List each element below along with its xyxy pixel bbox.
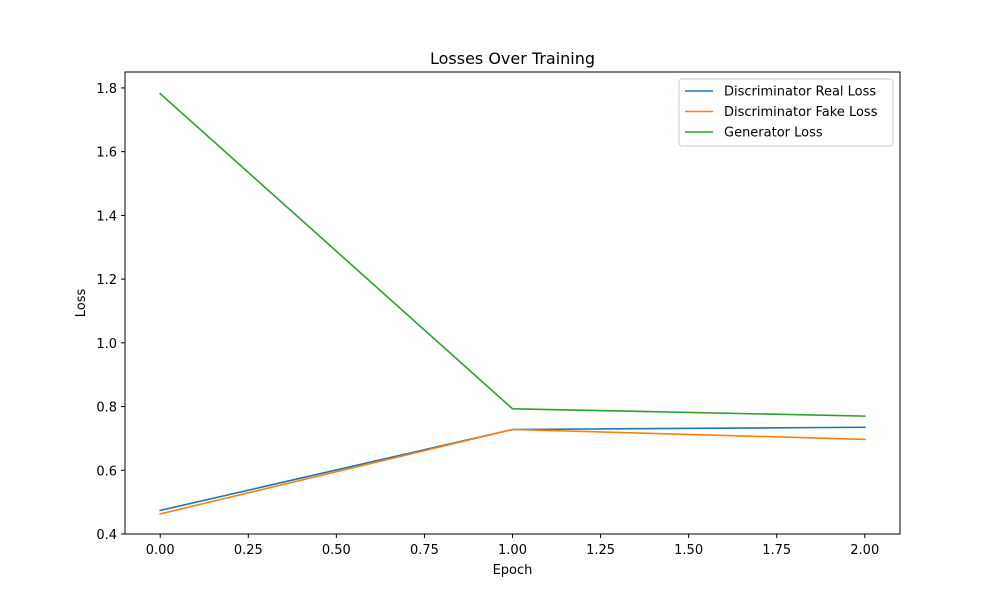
x-tick-label: 1.00 [498, 543, 527, 558]
plot-lines [159, 92, 866, 515]
y-tick-label: 1.6 [96, 146, 117, 161]
y-tick-label: 0.8 [96, 401, 117, 416]
legend-label: Discriminator Real Loss [724, 85, 876, 100]
x-axis: 0.00 0.25 0.50 0.75 1.00 1.25 1.50 1.75 2.00 [146, 534, 879, 558]
x-tick-label: 0.25 [234, 543, 263, 558]
x-tick-label: 1.50 [674, 543, 703, 558]
series-line-2 [159, 428, 866, 515]
x-tick-label: 0.00 [146, 543, 175, 558]
series-line-1 [159, 426, 866, 512]
x-axis-label: Epoch [493, 563, 533, 578]
y-tick-label: 1.4 [96, 209, 117, 224]
x-tick-label: 1.25 [586, 543, 615, 558]
y-tick-label: 1.2 [96, 273, 117, 288]
y-tick-label: 1.0 [96, 337, 117, 352]
chart-title: Losses Over Training [430, 49, 595, 68]
y-axis-label: Loss [74, 289, 89, 318]
x-tick-label: 0.50 [322, 543, 351, 558]
x-tick-label: 2.00 [850, 543, 879, 558]
legend-label: Generator Loss [724, 126, 823, 141]
y-tick-label: 0.6 [96, 464, 117, 479]
series-line-3 [159, 92, 866, 417]
x-tick-label: 0.75 [410, 543, 439, 558]
legend-box [678, 78, 894, 147]
legend: Discriminator Real Loss Discriminator Fak… [678, 78, 894, 147]
y-tick-label: 0.4 [96, 528, 117, 543]
y-axis: 0.4 0.6 0.8 1.0 1.2 1.4 1.6 1.8 [96, 82, 125, 543]
legend-label: Discriminator Fake Loss [724, 105, 878, 120]
x-tick-label: 1.75 [762, 543, 791, 558]
y-tick-label: 1.8 [96, 82, 117, 97]
